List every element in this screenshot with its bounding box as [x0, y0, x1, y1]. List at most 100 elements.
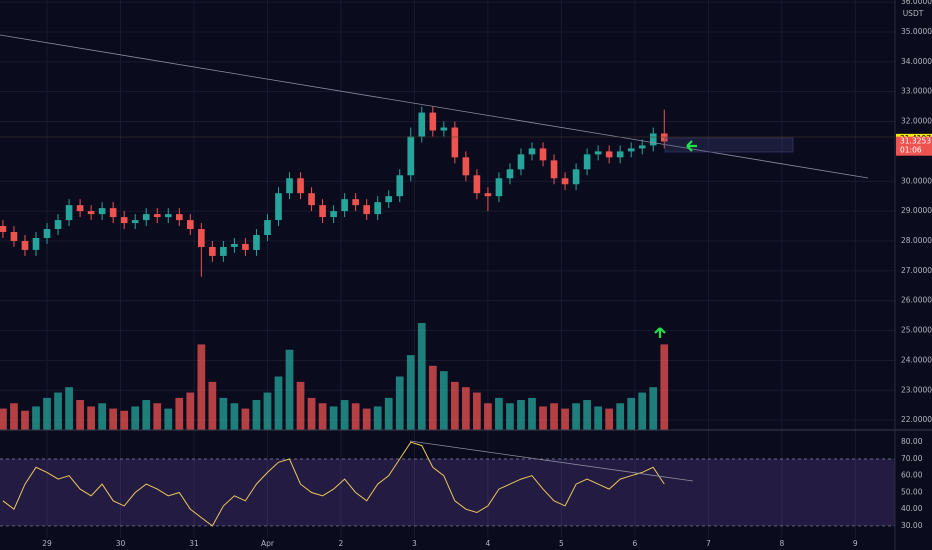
candle-body	[142, 214, 150, 221]
candle-body	[495, 178, 503, 197]
last-price-box	[896, 136, 932, 156]
x-tick-label: 7	[706, 539, 711, 548]
rsi-tick-label: 30.00	[901, 521, 923, 530]
candle-body	[32, 237, 40, 250]
candle-body	[429, 112, 437, 131]
x-tick-label: 4	[486, 539, 491, 548]
candle-body	[21, 240, 29, 250]
zone-box	[664, 137, 794, 153]
x-tick-label: 31	[189, 539, 199, 548]
candle-body	[209, 246, 216, 256]
rsi-band	[0, 458, 895, 526]
y-tick-label: 22.0000	[901, 415, 932, 424]
volume-bar	[109, 408, 118, 430]
volume-bar	[65, 387, 73, 430]
x-tick-label: 2	[339, 539, 344, 548]
arrow-left	[686, 140, 697, 152]
volume-bar	[219, 397, 228, 430]
candle-body	[330, 211, 337, 218]
y-tick-label: 24.0000	[901, 355, 932, 364]
volume-bar	[583, 400, 591, 430]
candle-body	[308, 193, 315, 206]
volume-bar	[638, 392, 647, 430]
candle-body	[164, 214, 172, 218]
currency-label: USDT	[903, 9, 924, 18]
candle-body	[275, 193, 282, 221]
candle-body	[65, 205, 73, 221]
grid	[0, 0, 895, 538]
volume-bar	[0, 408, 7, 430]
candle-body	[418, 112, 426, 137]
volume-bar	[54, 392, 62, 430]
rsi-tick-label: 60.00	[901, 471, 923, 480]
candle-body	[374, 202, 381, 215]
volume-bar	[473, 392, 481, 430]
candle-body	[76, 205, 84, 212]
x-tick-label: 29	[42, 539, 52, 548]
candle-body	[561, 178, 569, 185]
arrow-up	[654, 327, 666, 338]
candle-body	[550, 160, 558, 179]
volume-bar	[296, 381, 305, 430]
candle-body	[363, 205, 370, 215]
volume-bar	[539, 406, 547, 430]
volume-bar	[384, 397, 393, 430]
y-tick-label: 25.0000	[901, 326, 932, 335]
candle-body	[517, 154, 525, 170]
y-tick-label: 33.0000	[901, 87, 932, 96]
y-tick-label: 23.0000	[901, 385, 932, 394]
x-tick-label: 8	[779, 539, 784, 548]
volume-bar	[285, 349, 294, 430]
volume-bar	[462, 387, 470, 430]
candle-body	[594, 151, 602, 155]
candle-body	[627, 148, 635, 152]
last-price-label: 31.3253	[900, 137, 931, 146]
volume-bar	[561, 408, 569, 430]
candle-body	[407, 136, 415, 176]
candle-body	[109, 208, 117, 218]
volume-bar	[76, 400, 84, 430]
volume-bar	[351, 403, 360, 430]
candle-body	[473, 175, 481, 194]
candle-body	[396, 175, 404, 197]
candle-body	[198, 229, 205, 247]
volume-bar	[175, 397, 184, 430]
candle-body	[352, 199, 359, 206]
volume-bar	[98, 403, 106, 430]
volume-bar	[87, 406, 95, 430]
x-tick-label: 30	[116, 539, 126, 548]
volume-bar	[197, 344, 206, 430]
candle-body	[175, 214, 183, 221]
volume-bar	[263, 392, 272, 430]
x-tick-label: 3	[412, 539, 417, 548]
volume-bar	[417, 323, 426, 430]
y-tick-label: 28.0000	[901, 236, 932, 245]
candle-body	[583, 154, 591, 170]
candle-body	[341, 199, 348, 212]
volume-bar	[506, 403, 514, 430]
candle-body	[660, 133, 668, 142]
volume-bar	[241, 408, 250, 430]
rsi-tick-label: 50.00	[901, 487, 923, 496]
candle-body	[297, 178, 304, 194]
volume-bar	[439, 371, 448, 430]
y-tick-label: 35.0000	[901, 27, 932, 36]
rsi-line	[2, 441, 665, 527]
candle-body	[605, 151, 613, 158]
candle-body	[539, 148, 547, 161]
volume-bar	[274, 376, 283, 430]
candle-body	[253, 235, 260, 250]
volume-bar	[528, 397, 536, 430]
candle-body	[440, 127, 448, 131]
y-tick-label: 29.0000	[901, 206, 932, 215]
candle-body	[451, 127, 459, 158]
volume-bar	[395, 376, 404, 430]
volume-bar	[153, 403, 162, 430]
volume-bar	[450, 381, 459, 430]
volume-bar	[230, 403, 239, 430]
candle-body	[649, 133, 657, 146]
volume-bar	[627, 397, 636, 430]
volume-bar	[142, 400, 151, 430]
candle-body	[120, 217, 128, 224]
